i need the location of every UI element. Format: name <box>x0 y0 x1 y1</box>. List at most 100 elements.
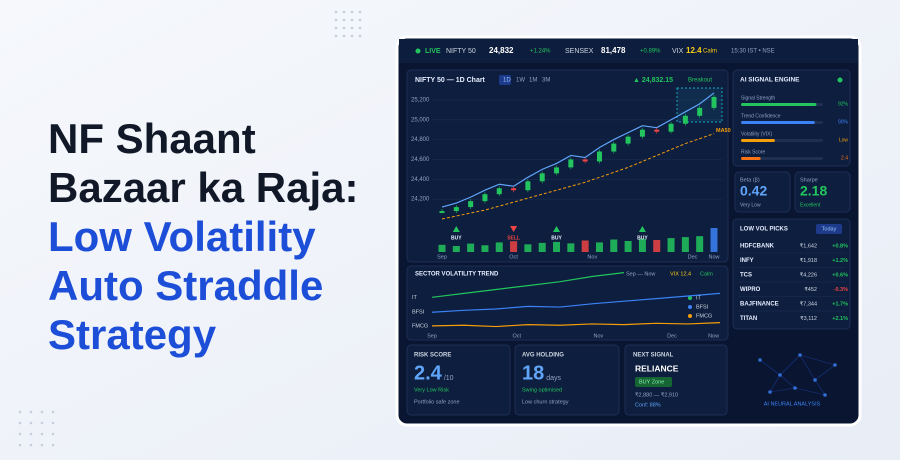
neural-link <box>794 387 826 396</box>
card-unit: /10 <box>444 375 454 382</box>
deco-dot <box>51 410 55 414</box>
series-label: FMCG <box>412 323 428 329</box>
candle <box>697 107 703 116</box>
chart-tab[interactable]: 1D <box>503 78 511 84</box>
metric-card <box>734 171 791 213</box>
volume-bar <box>524 244 532 252</box>
pick-name: TCS <box>740 273 752 279</box>
picks-title: LOW VOL PICKS <box>740 227 788 233</box>
candle <box>482 194 488 202</box>
legend-label: FMCG <box>696 313 712 319</box>
card <box>406 344 511 416</box>
deco-dot <box>334 34 338 38</box>
legend-label: IT <box>696 295 702 301</box>
pick-name: WIPRO <box>740 287 761 293</box>
y-tick-label: 24,600 <box>411 157 430 163</box>
ticker-name: SENSEX <box>565 48 594 55</box>
deco-dot <box>358 18 362 22</box>
signal-marker <box>553 226 561 232</box>
deco-dot <box>29 432 33 436</box>
card <box>624 344 728 416</box>
metric-card <box>794 171 851 213</box>
ticker-name: VIX <box>672 48 684 55</box>
pick-name: TITAN <box>740 316 757 322</box>
neural-link <box>779 354 801 376</box>
ticker-value: 12.4 <box>686 46 702 55</box>
pick-change: +1.2% <box>832 258 848 264</box>
volume-bar <box>438 244 446 252</box>
ticker-change: +0.89% <box>640 49 661 55</box>
neural-node <box>793 386 797 390</box>
volume-bar <box>624 240 632 252</box>
candle <box>582 159 588 162</box>
live-dot <box>415 48 421 54</box>
sector-line <box>431 322 721 328</box>
card-title: AVG HOLDING <box>522 353 564 359</box>
engine-bar <box>741 157 761 160</box>
candle <box>496 188 502 195</box>
sector-panel <box>406 265 729 341</box>
pick-change: +2.1% <box>832 316 848 322</box>
chart-tab[interactable]: 3M <box>542 78 550 84</box>
ma-label: MA50 <box>716 128 731 134</box>
legend-dot <box>688 314 692 318</box>
pick-change: -0.3% <box>834 287 848 293</box>
deco-dot <box>350 34 354 38</box>
signal-zone: BUY Zone <box>639 379 664 385</box>
candle <box>654 129 660 132</box>
status-dot <box>837 77 843 83</box>
deco-dot <box>334 18 338 22</box>
neural-link <box>814 364 836 381</box>
last-price: ▲ 24,832.15 <box>633 77 673 84</box>
breakout-label: Breakout <box>688 78 712 84</box>
signal-range: ₹2,880 — ₹2,910 <box>635 391 678 398</box>
y-tick-label: 25,200 <box>411 98 430 104</box>
legend-dot <box>688 305 692 309</box>
candle <box>625 136 631 144</box>
y-tick-label: 24,200 <box>411 197 430 203</box>
ticker-time: 15:30 IST • NSE <box>731 49 775 55</box>
chart-tab[interactable]: 1W <box>516 78 525 84</box>
volume-bar <box>538 242 546 252</box>
candle <box>554 167 560 174</box>
card-sub: Low churn strategy <box>522 399 569 405</box>
deco-dot <box>350 26 354 30</box>
headline-line: NF Shaant <box>48 115 256 162</box>
legend-dot <box>688 296 692 300</box>
pick-change: +1.7% <box>832 301 848 307</box>
picks-panel <box>732 218 851 330</box>
candle <box>611 143 617 152</box>
deco-dot <box>40 432 44 436</box>
neural-link <box>769 387 796 393</box>
deco-dot <box>51 443 55 447</box>
neural-node <box>823 393 827 397</box>
neural-node <box>778 373 782 377</box>
neural-node <box>758 358 762 362</box>
deco-dot <box>29 443 33 447</box>
chart-tab[interactable]: 1M <box>529 78 537 84</box>
legend-label: BFSI <box>696 304 709 310</box>
x-tick-label: Sep <box>427 333 437 339</box>
headline-line: Bazaar ka Raja: <box>48 164 359 211</box>
x-tick-label: Nov <box>587 254 597 260</box>
engine-bar <box>741 121 815 124</box>
picks-badge <box>816 224 842 234</box>
candle <box>439 211 445 214</box>
candle <box>711 96 717 108</box>
candle <box>525 181 531 191</box>
candle <box>453 207 459 212</box>
y-tick-label: 24,800 <box>411 137 430 143</box>
volume-bar <box>567 243 575 252</box>
deco-dot <box>18 410 22 414</box>
volume-bar <box>653 240 661 252</box>
candle <box>596 151 602 162</box>
deco-dot <box>18 432 22 436</box>
deco-dot <box>29 410 33 414</box>
signal-marker <box>638 226 646 232</box>
volume-bar <box>610 239 618 252</box>
series-label: IT <box>412 295 418 301</box>
volume-bar <box>495 242 503 252</box>
neural-link <box>769 374 781 393</box>
deco-dot <box>40 421 44 425</box>
volume-bar <box>710 228 718 252</box>
